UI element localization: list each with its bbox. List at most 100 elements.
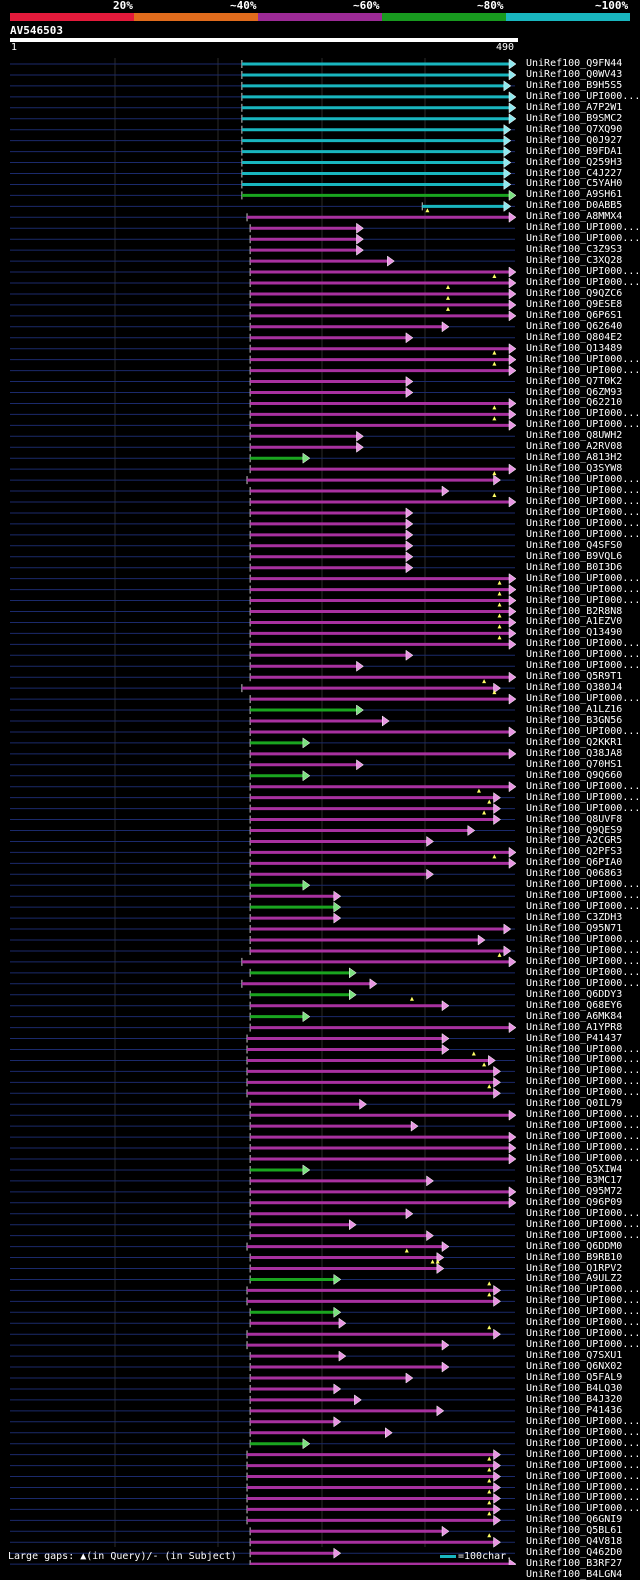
hit-label[interactable]: UniRef100_B4LGN4 (526, 1569, 623, 1580)
hit-label[interactable]: UniRef100_Q9QES9 (526, 824, 623, 836)
hit-label[interactable]: UniRef100_UPI000... (526, 1328, 640, 1340)
hit-label[interactable]: UniRef100_UPI000... (526, 1284, 640, 1296)
hit-row[interactable] (10, 255, 515, 267)
hit-label[interactable]: UniRef100_UPI000... (526, 1076, 640, 1088)
hit-label[interactable]: UniRef100_UPI000... (526, 364, 640, 376)
hit-label[interactable]: UniRef100_Q1RPV2 (526, 1262, 623, 1274)
hit-row[interactable] (10, 91, 517, 103)
hit-row[interactable] (10, 1525, 515, 1537)
hit-row[interactable] (10, 157, 515, 169)
hit-label[interactable]: UniRef100_UPI000... (526, 222, 640, 234)
hit-label[interactable]: UniRef100_UPI000... (526, 408, 640, 420)
hit-row[interactable] (10, 1438, 515, 1450)
hit-label[interactable]: UniRef100_UPI000... (526, 1470, 640, 1482)
hit-row[interactable] (10, 1044, 515, 1055)
hit-row[interactable] (10, 1405, 515, 1417)
hit-label[interactable]: UniRef100_UPI000... (526, 1503, 640, 1515)
hit-label[interactable]: UniRef100_Q8UWH2 (526, 430, 623, 442)
hit-row[interactable] (10, 551, 515, 563)
hit-row[interactable] (10, 1175, 515, 1187)
hit-row[interactable] (10, 208, 517, 223)
hit-row[interactable] (10, 1361, 515, 1373)
hit-row[interactable] (10, 295, 517, 311)
hit-label[interactable]: UniRef100_UPI000... (526, 1131, 640, 1143)
hit-row[interactable] (10, 1109, 517, 1121)
hit-label[interactable]: UniRef100_UPI000... (526, 649, 640, 661)
hit-label[interactable]: UniRef100_UPI000... (526, 1339, 640, 1351)
hit-row[interactable] (10, 1033, 515, 1045)
hit-label[interactable]: UniRef100_Q9Q660 (526, 769, 623, 781)
hit-row[interactable] (10, 825, 515, 836)
hit-row[interactable] (10, 274, 517, 289)
hit-row[interactable] (10, 602, 517, 617)
hit-label[interactable]: UniRef100_Q6DDY3 (526, 988, 623, 1000)
hit-label[interactable]: UniRef100_Q68EY6 (526, 999, 623, 1011)
hit-row[interactable] (10, 332, 515, 344)
hit-label[interactable]: UniRef100_Q8UVF8 (526, 813, 623, 825)
hit-row[interactable] (10, 1394, 515, 1406)
hit-label[interactable]: UniRef100_Q4SFS0 (526, 539, 623, 551)
hit-row[interactable] (10, 1153, 517, 1165)
hit-label[interactable]: UniRef100_UPI000... (526, 693, 640, 705)
hit-label[interactable]: UniRef100_Q06863 (526, 868, 623, 880)
hit-label[interactable]: UniRef100_Q0J927 (526, 134, 623, 146)
hit-label[interactable]: UniRef100_P41437 (526, 1032, 623, 1044)
hit-label[interactable]: UniRef100_UPI000... (526, 1229, 640, 1241)
hit-label[interactable]: UniRef100_UPI000... (526, 528, 640, 540)
hit-row[interactable] (10, 376, 515, 388)
hit-label[interactable]: UniRef100_UPI000... (526, 791, 640, 803)
hit-label[interactable]: UniRef100_UPI000... (526, 1207, 640, 1219)
hit-label[interactable]: UniRef100_Q2PFS3 (526, 846, 623, 858)
hit-row[interactable] (10, 518, 515, 530)
hit-label[interactable]: UniRef100_B3RF27 (526, 1558, 623, 1570)
hit-row[interactable] (10, 770, 515, 782)
hit-row[interactable] (10, 868, 515, 880)
hit-row[interactable] (10, 1164, 515, 1176)
hit-row[interactable] (10, 1456, 515, 1472)
hit-row[interactable] (10, 901, 515, 913)
hit-label[interactable]: UniRef100_B0I3D6 (526, 561, 623, 573)
hit-row[interactable] (10, 244, 515, 256)
hit-row[interactable] (10, 1467, 515, 1483)
hit-label[interactable]: UniRef100_Q2KKR1 (526, 736, 623, 748)
hit-label[interactable]: UniRef100_A9SH61 (526, 189, 623, 201)
hit-label[interactable]: UniRef100_B2R8N8 (526, 605, 623, 617)
hit-label[interactable]: UniRef100_C4J227 (526, 167, 623, 179)
hit-label[interactable]: UniRef100_UPI000... (526, 1415, 640, 1427)
hit-label[interactable]: UniRef100_UPI000... (526, 879, 640, 891)
hit-row[interactable] (10, 1241, 515, 1253)
hit-row[interactable] (10, 69, 517, 81)
hit-row[interactable] (10, 799, 515, 815)
hit-row[interactable] (10, 624, 517, 639)
hit-row[interactable] (10, 1372, 515, 1384)
hit-label[interactable]: UniRef100_UPI000... (526, 1043, 640, 1055)
hit-row[interactable] (10, 387, 515, 398)
hit-row[interactable] (10, 1383, 515, 1395)
hit-label[interactable]: UniRef100_A9ULZ2 (526, 1273, 623, 1285)
hit-row[interactable] (10, 58, 517, 70)
hit-label[interactable]: UniRef100_B3GN56 (526, 715, 623, 726)
hit-row[interactable] (10, 759, 515, 771)
hit-label[interactable]: UniRef100_UPI000... (526, 966, 640, 978)
hit-row[interactable] (10, 1533, 515, 1548)
hit-row[interactable] (10, 200, 515, 212)
hit-label[interactable]: UniRef100_Q96P09 (526, 1196, 623, 1208)
hit-label[interactable]: UniRef100_Q4V818 (526, 1536, 623, 1548)
hit-label[interactable]: UniRef100_UPI000... (526, 353, 640, 365)
hit-row[interactable] (10, 1248, 515, 1264)
hit-row[interactable] (10, 1076, 515, 1088)
hit-row[interactable] (10, 1142, 517, 1154)
hit-label[interactable]: UniRef100_UPI000... (526, 506, 640, 518)
hit-label[interactable]: UniRef100_UPI000... (526, 1317, 640, 1329)
hit-row[interactable] (10, 781, 517, 793)
hit-label[interactable]: UniRef100_UPI000... (526, 955, 640, 967)
hit-row[interactable] (10, 1489, 515, 1504)
hit-row[interactable] (10, 854, 517, 869)
hit-row[interactable] (10, 493, 517, 508)
hit-row[interactable] (10, 405, 517, 420)
hit-row[interactable] (10, 996, 515, 1012)
hit-label[interactable]: UniRef100_Q5XIW4 (526, 1163, 623, 1175)
hit-row[interactable] (10, 879, 515, 891)
hit-label[interactable]: UniRef100_UPI000... (526, 1437, 640, 1449)
hit-row[interactable] (10, 1098, 515, 1110)
